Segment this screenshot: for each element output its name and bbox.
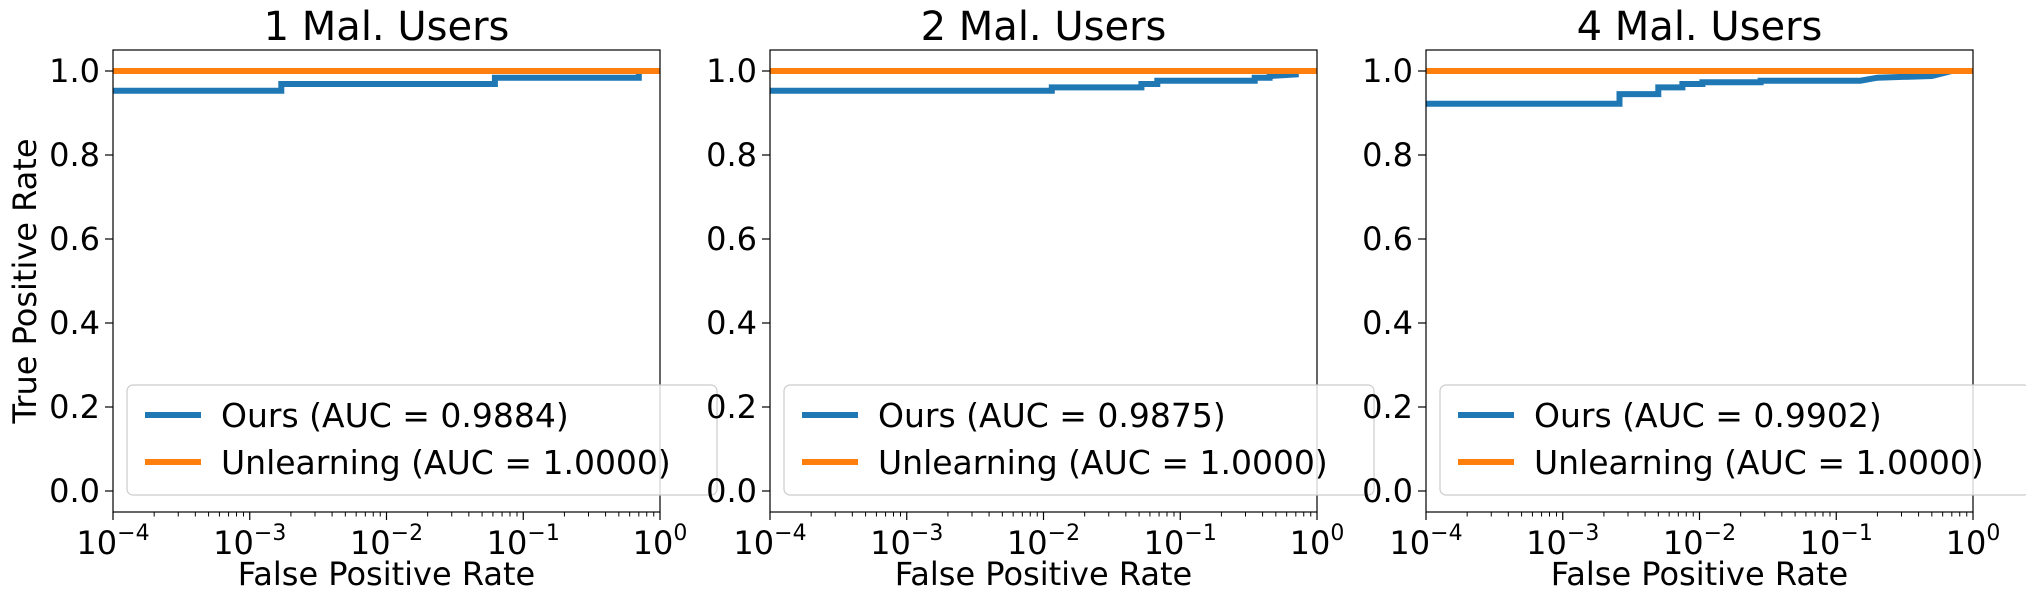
x-axis-label: False Positive Rate — [1551, 555, 1848, 593]
x-axis-label: False Positive Rate — [238, 555, 535, 593]
legend: Ours (AUC = 0.9884) Unlearning (AUC = 1.0… — [126, 384, 718, 496]
y-tick-label: 0.4 — [49, 304, 100, 342]
y-tick-label: 1.0 — [706, 52, 757, 90]
x-tick-label: 10−4 — [733, 521, 806, 562]
legend-label-2: Unlearning (AUC = 1.0000) — [1534, 443, 1984, 482]
legend-box — [783, 384, 1375, 496]
y-tick-label: 0.6 — [49, 220, 100, 258]
y-tick-label: 1.0 — [1362, 52, 1413, 90]
y-tick-label: 0.4 — [706, 304, 757, 342]
legend-label-2: Unlearning (AUC = 1.0000) — [878, 443, 1328, 482]
legend: Ours (AUC = 0.9902) Unlearning (AUC = 1.0… — [1439, 384, 2026, 496]
y-tick-label: 0.4 — [1362, 304, 1413, 342]
y-tick-label: 0.2 — [1362, 388, 1413, 426]
legend-label-2: Unlearning (AUC = 1.0000) — [221, 443, 671, 482]
x-tick-label: 100 — [633, 521, 688, 562]
x-tick-label: 10−3 — [213, 521, 286, 562]
subplot-2: 2 Mal. Users 0.0 0.2 0.4 0.6 0.8 1.0 10−4 10−3 10… — [706, 4, 1375, 593]
y-tick-label: 0.0 — [706, 472, 757, 510]
series-line-1 — [1426, 68, 1973, 107]
legend-box — [126, 384, 718, 496]
x-tick-label: 10−1 — [1800, 521, 1873, 562]
y-tick-label: 0.8 — [49, 136, 100, 174]
x-tick-label: 100 — [1290, 521, 1345, 562]
legend: Ours (AUC = 0.9875) Unlearning (AUC = 1.0… — [783, 384, 1375, 496]
subplot-3: 4 Mal. Users 0.0 0.2 0.4 0.6 0.8 1.0 10−4 10−3 10… — [1362, 4, 2026, 593]
legend-label-1: Ours (AUC = 0.9875) — [878, 396, 1226, 435]
legend-label-1: Ours (AUC = 0.9902) — [1534, 396, 1882, 435]
x-tick-label: 10−2 — [350, 521, 423, 562]
x-tick-label: 100 — [1946, 521, 2001, 562]
x-tick-label: 10−2 — [1007, 521, 1080, 562]
subplot-1: 1 Mal. Users 0.0 0.2 0.4 0.6 0.8 1.0 10−4 10−3 10… — [6, 4, 718, 593]
x-tick-label: 10−4 — [1389, 521, 1462, 562]
x-tick-label: 10−2 — [1663, 521, 1736, 562]
y-tick-label: 0.6 — [1362, 220, 1413, 258]
y-tick-label: 0.2 — [49, 388, 100, 426]
x-tick-label: 10−3 — [1526, 521, 1599, 562]
y-tick-label: 0.6 — [706, 220, 757, 258]
x-tick-label: 10−4 — [76, 521, 149, 562]
x-axis-label: False Positive Rate — [895, 555, 1192, 593]
y-tick-label: 0.0 — [49, 472, 100, 510]
x-tick-label: 10−1 — [487, 521, 560, 562]
y-tick-label: 1.0 — [49, 52, 100, 90]
y-tick-label: 0.2 — [706, 388, 757, 426]
chart-title: 2 Mal. Users — [921, 4, 1167, 50]
y-tick-label: 0.8 — [1362, 136, 1413, 174]
series-line-1 — [770, 68, 1317, 94]
y-tick-label: 0.0 — [1362, 472, 1413, 510]
x-tick-label: 10−1 — [1144, 521, 1217, 562]
legend-label-1: Ours (AUC = 0.9884) — [221, 396, 569, 435]
y-tick-label: 0.8 — [706, 136, 757, 174]
x-tick-label: 10−3 — [870, 521, 943, 562]
y-axis-label: True Positive Rate — [6, 138, 44, 424]
legend-box — [1439, 384, 2026, 496]
chart-title: 1 Mal. Users — [264, 4, 510, 50]
chart-title: 4 Mal. Users — [1577, 4, 1823, 50]
